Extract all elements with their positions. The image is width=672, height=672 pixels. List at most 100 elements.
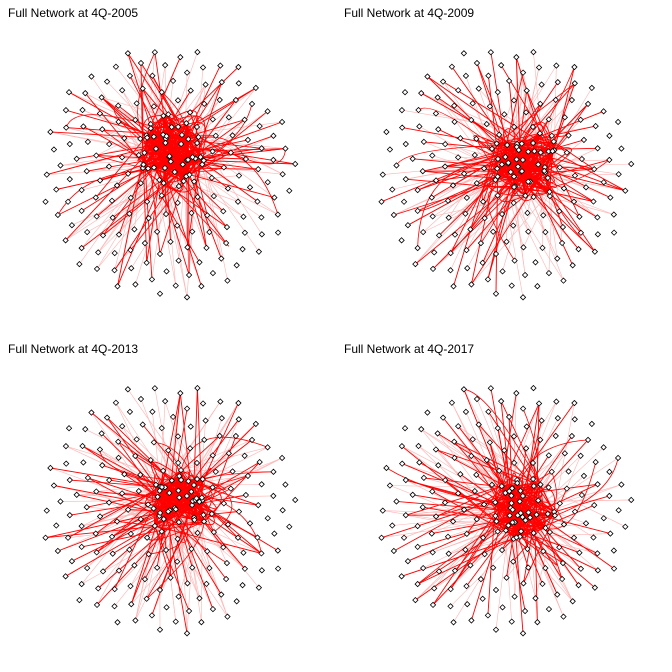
network-node: [166, 489, 173, 497]
network-node: [554, 255, 561, 262]
network-node: [271, 530, 278, 537]
edge: [99, 164, 144, 181]
network-node: [188, 501, 196, 509]
network-node: [594, 550, 601, 557]
network-node: [435, 126, 442, 133]
network-node: [575, 245, 582, 253]
network-node: [54, 547, 62, 555]
network-node: [414, 522, 421, 530]
network-node: [507, 168, 514, 176]
network-node: [197, 153, 204, 161]
network-node: [432, 446, 440, 453]
network-node: [258, 214, 265, 221]
network-node: [113, 518, 121, 525]
network-node: [185, 607, 193, 615]
network-node: [424, 73, 431, 80]
network-node: [161, 61, 169, 69]
network-node: [473, 395, 481, 403]
network-node: [503, 574, 510, 581]
network-node: [109, 550, 116, 557]
network-node: [264, 515, 271, 522]
network-node: [553, 398, 560, 405]
network-node: [209, 605, 217, 613]
network-node: [600, 108, 607, 115]
network-node: [174, 199, 181, 207]
network-node: [193, 495, 200, 502]
network-node: [278, 118, 286, 126]
network-node: [519, 405, 527, 412]
edge: [554, 495, 610, 513]
network-node: [514, 163, 522, 170]
network-node: [222, 239, 230, 247]
network-node: [255, 165, 262, 173]
network-node: [520, 580, 527, 587]
network-node: [546, 188, 553, 196]
network-node: [112, 399, 120, 406]
network-node: [126, 210, 133, 217]
network-node: [451, 454, 458, 461]
network-node: [494, 192, 501, 199]
network-node: [442, 476, 449, 484]
network-node: [255, 584, 263, 591]
network-node: [93, 265, 101, 273]
network-node: [166, 153, 173, 160]
network-node: [198, 283, 205, 290]
network-node: [282, 145, 289, 152]
network-node: [414, 580, 421, 588]
edge: [521, 83, 576, 144]
network-node: [156, 509, 164, 517]
network-node: [451, 118, 458, 125]
network-node: [484, 276, 492, 283]
network-node: [473, 135, 480, 142]
network-node: [400, 198, 408, 205]
network-node: [73, 155, 80, 162]
edge: [516, 72, 524, 147]
network-node: [248, 100, 256, 108]
network-node: [79, 106, 86, 114]
network-node: [78, 244, 85, 252]
network-node: [588, 84, 596, 92]
network-node: [445, 214, 452, 221]
network-node: [115, 102, 122, 109]
network-node: [501, 111, 508, 118]
network-node: [468, 116, 475, 124]
network-node: [64, 534, 72, 541]
network-node: [168, 123, 175, 131]
network-node: [111, 249, 118, 257]
network-node: [510, 173, 518, 180]
edge: [519, 536, 558, 566]
edge: [153, 167, 176, 286]
network-node: [510, 123, 518, 131]
network-node: [431, 585, 438, 592]
network-node: [235, 399, 242, 407]
edge: [518, 123, 555, 151]
network-node: [483, 456, 490, 464]
network-node: [485, 408, 492, 415]
network-node: [510, 97, 518, 104]
network-node: [508, 499, 515, 507]
network-node: [282, 481, 289, 488]
network-node: [57, 162, 64, 169]
network-node: [264, 444, 271, 451]
network-node: [96, 177, 104, 184]
network-node: [479, 534, 487, 541]
network-node: [224, 185, 232, 192]
edge: [525, 191, 550, 197]
network-node: [607, 530, 614, 537]
network-node: [152, 145, 160, 152]
network-node: [483, 120, 490, 128]
network-node: [128, 265, 135, 272]
network-node: [519, 294, 527, 301]
network-node: [471, 487, 478, 495]
edge: [516, 485, 535, 538]
network-node: [68, 558, 76, 565]
network-node: [151, 49, 159, 56]
network-node: [255, 501, 262, 509]
network-node: [399, 124, 406, 131]
edge: [195, 148, 286, 159]
network-node: [149, 72, 156, 79]
network-node: [503, 238, 510, 245]
network-node: [522, 192, 529, 199]
network-node: [111, 603, 118, 610]
network-node: [137, 59, 145, 67]
